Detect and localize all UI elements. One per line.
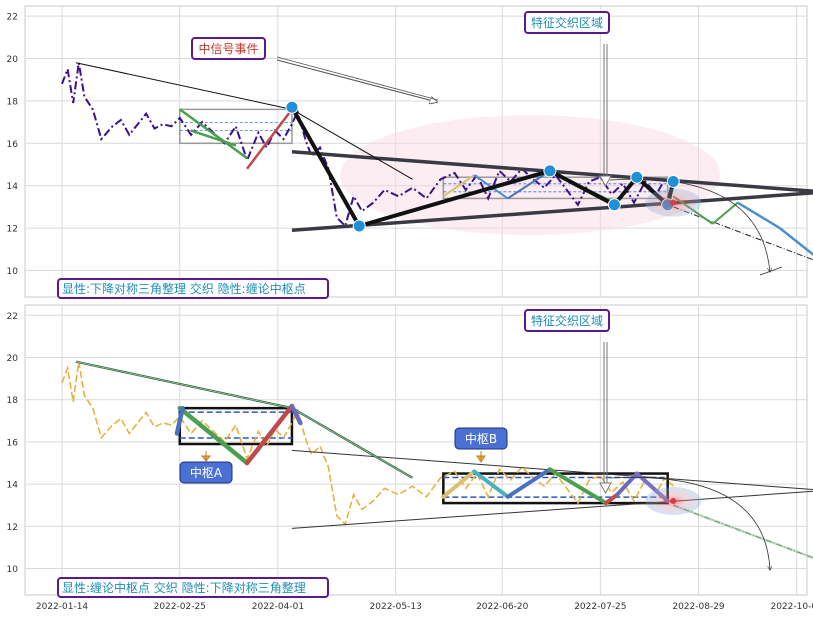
top-plot-marks [61,62,813,276]
x-tick-labels: 2022-01-14 2022-02-25 2022-04-01 2022-05-13… [36,602,813,612]
center-a-stroke [177,405,250,466]
center-box [179,108,293,145]
signal-event-box [191,37,266,60]
projection-blue-1 [737,201,781,230]
y-tick-label: 16 [7,438,19,448]
projection-green-2 [711,201,739,225]
x-tick-label: 2022-06-20 [476,602,529,612]
center-b-pointer [476,451,486,463]
projection-highlight [672,504,813,560]
projection-blue-2 [779,227,813,257]
y-tick-label: 12 [7,523,18,533]
signal-event-arrow-shadow [276,56,439,101]
triangle-lower-line [291,490,813,529]
top-gridlines [25,6,807,297]
bottom-plot-marks [61,360,813,570]
top-panel: 10 12 14 16 18 20 22 中信号事件 特征交织区域 显性:下降对称三角整理 … [7,5,813,299]
center-stroke [442,174,475,198]
feature-zone-label-bottom: 特征交织区域 [531,313,603,328]
y-tick-label: 22 [7,312,18,322]
center-stroke-red [246,108,293,170]
signal-event-label: 中信号事件 [198,41,258,56]
center-a-label: 中枢A [190,465,223,480]
pivot-marker [352,219,366,233]
center-a-pointer [200,451,212,462]
top-y-tick-labels: 10 12 14 16 18 20 22 [7,13,19,277]
top-legend-text: 显性:下降对称三角整理 交织 隐性:缠论中枢点 [62,281,306,296]
x-tick-label: 2022-10-03 [770,602,813,612]
projection-curve-arrow [609,178,770,272]
pivot-marker [666,174,680,188]
center-a-stroke [289,403,303,426]
y-tick-label: 20 [7,354,19,364]
bottom-annotations: 特征交织区域 中枢A 中枢B 显性:缠论中枢点 交织 隐性:下降对称三角整理 [57,309,612,598]
feature-zone-box [524,11,610,34]
center-stroke [507,170,551,200]
bottom-gridlines [25,305,807,595]
feature-zone-arrow-head [599,175,612,188]
triangle-lower-line [291,191,813,232]
pivot-marker [607,198,621,212]
center-a-stroke [244,403,295,466]
x-tick-label: 2022-01-14 [36,602,89,612]
center-box [442,176,669,200]
focus-point [670,199,677,206]
center-a-stroke [174,405,185,436]
center-b-stroke [505,467,552,499]
y-tick-label: 22 [7,13,18,23]
signal-event-arrow [276,59,437,102]
y-tick-label: 12 [7,225,18,235]
top-annotations: 中信号事件 特征交织区域 显性:下降对称三角整理 交织 隐性:缠论中枢点 [57,11,612,299]
center-b-stroke [547,467,608,506]
y-tick-label: 14 [7,481,19,491]
pivot-marker [285,100,299,114]
feature-zone-arrow-head-bottom [599,482,612,495]
x-tick-label: 2022-07-25 [574,602,626,612]
projection-curve-arrow [609,477,770,570]
projection-dashed-line [673,206,813,261]
bottom-plot-area [24,304,808,596]
x-tick-label: 2022-08-29 [672,602,725,612]
bottom-legend-text: 显性:缠论中枢点 交织 隐性:下降对称三角整理 [62,580,306,595]
y-tick-label: 18 [7,396,19,406]
center-stroke-green [179,108,248,160]
triangle-upper-line [291,449,813,491]
y-tick-label: 18 [7,97,19,107]
x-tick-label: 2022-02-25 [154,602,206,612]
center-b-stroke [441,469,477,499]
y-tick-label: 16 [7,140,19,150]
y-tick-label: 20 [7,55,19,65]
bottom-legend-box [57,577,329,598]
y-tick-label: 10 [7,267,19,277]
center-b-label: 中枢B [465,431,497,446]
y-tick-label: 10 [7,565,19,575]
center-b-stroke [603,492,620,506]
top-legend-box [57,278,329,299]
price-line [61,361,674,526]
center-b-stroke [472,469,510,499]
bottom-y-tick-labels: 10 12 14 16 18 20 22 [7,312,19,575]
center-a-badge [179,461,233,484]
x-tick-label: 2022-05-13 [370,602,422,612]
feature-zone-label: 特征交织区域 [531,15,603,30]
focus-point [670,497,677,504]
x-tick-label: 2022-04-01 [252,602,304,612]
pivot-marker [543,164,557,178]
projection-tip-mark [759,266,783,276]
pivot-marker [630,170,644,184]
center-stroke-green-2 [190,129,237,147]
y-tick-label: 14 [7,182,19,192]
triangle-upper-line [291,150,813,193]
center-b-badge [454,427,508,450]
feature-zone-box-bottom [524,309,610,332]
top-plot-area [24,5,808,298]
